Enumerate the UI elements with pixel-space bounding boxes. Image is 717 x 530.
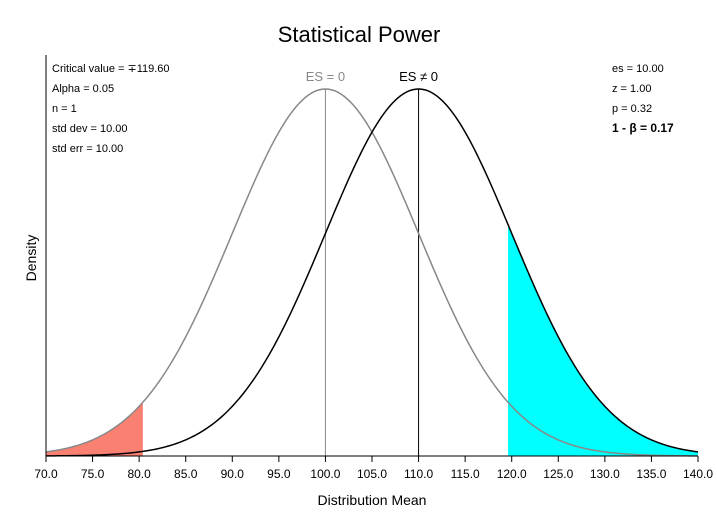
- y-axis-label: Density: [23, 235, 39, 282]
- x-tick-label: 90.0: [221, 467, 245, 481]
- stat-es: es = 10.00: [612, 63, 664, 75]
- alt-curve-label: ES ≠ 0: [399, 69, 438, 84]
- x-tick-label: 110.0: [404, 467, 433, 481]
- x-tick-label: 125.0: [543, 467, 573, 481]
- x-tick-label: 140.0: [683, 467, 713, 481]
- plot-area: ES = 0 ES ≠ 0: [45, 69, 699, 457]
- x-axis-ticks: 70.0 75.0 80.0 85.0 90.0 95.0 100.0 105.0 110.0 1…: [34, 456, 713, 481]
- x-tick-label: 70.0: [34, 467, 58, 481]
- chart-title: Statistical Power: [278, 22, 441, 47]
- stat-z: z = 1.00: [612, 83, 651, 95]
- stat-power: 1 - β = 0.17: [612, 121, 674, 135]
- x-tick-label: 95.0: [267, 467, 291, 481]
- x-axis-label: Distribution Mean: [318, 492, 427, 508]
- alt-distribution-curve: [45, 88, 699, 457]
- x-tick-label: 130.0: [590, 467, 620, 481]
- x-tick-label: 120.0: [497, 467, 527, 481]
- power-region: [507, 224, 698, 456]
- x-tick-label: 100.0: [310, 467, 340, 481]
- x-tick-label: 105.0: [357, 467, 387, 481]
- alpha-region-left: [46, 402, 143, 456]
- stat-std-err: std err = 10.00: [52, 143, 123, 155]
- x-tick-label: 85.0: [174, 467, 198, 481]
- stat-p: p = 0.32: [612, 103, 652, 115]
- right-stats: es = 10.00 z = 1.00 p = 0.32 1 - β = 0.1…: [612, 63, 674, 135]
- null-curve-label: ES = 0: [306, 69, 345, 84]
- stat-critical-value: Critical value = ∓119.60: [52, 63, 170, 75]
- x-tick-label: 115.0: [451, 467, 480, 481]
- x-tick-label: 75.0: [81, 467, 105, 481]
- x-tick-label: 80.0: [127, 467, 151, 481]
- stat-n: n = 1: [52, 103, 77, 115]
- stat-alpha: Alpha = 0.05: [52, 83, 114, 95]
- left-stats: Critical value = ∓119.60 Alpha = 0.05 n …: [52, 63, 170, 155]
- x-tick-label: 135.0: [636, 467, 666, 481]
- stat-std-dev: std dev = 10.00: [52, 123, 128, 135]
